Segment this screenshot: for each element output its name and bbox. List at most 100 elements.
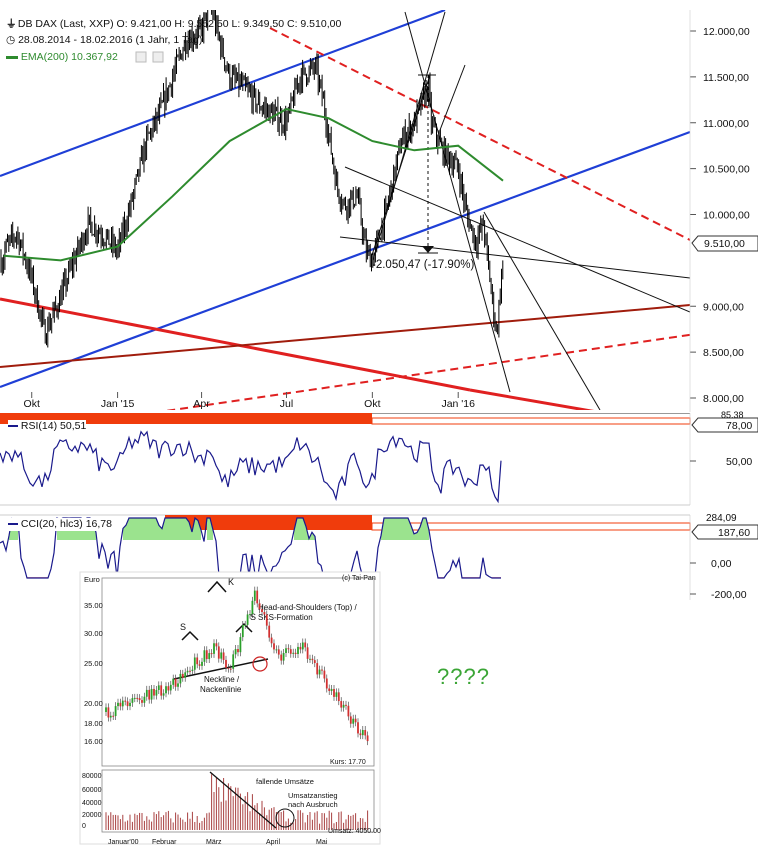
inset-candle-body <box>321 669 323 671</box>
inset-candle-body <box>313 660 316 664</box>
inset-candle-body <box>337 692 340 702</box>
inset-candle-body <box>253 590 256 601</box>
rsi-swatch <box>8 425 18 428</box>
cci-positive-fill <box>396 518 399 540</box>
cci-positive-fill <box>207 518 210 540</box>
inset-candle-body <box>215 643 218 647</box>
inset-candle-body <box>109 715 112 718</box>
inset-candle-body <box>105 707 107 712</box>
cci-positive-fill <box>129 518 132 540</box>
cci-positive-fill <box>303 518 306 540</box>
inset-candle-body <box>150 688 153 700</box>
inset-candle-body <box>112 715 115 717</box>
y-tick-label: 9.000,00 <box>703 301 744 313</box>
y-tick-label: 10.000,00 <box>703 210 750 222</box>
cci-positive-fill <box>150 518 153 540</box>
current-price-badge: 9.510,00 <box>691 235 758 252</box>
inset-candle-body <box>191 669 194 671</box>
inset-candle-body <box>205 650 208 660</box>
inset-shoulder-label-right: S <box>250 612 256 622</box>
inset-candle-body <box>234 649 237 655</box>
inset-candle-body <box>306 647 309 659</box>
cci-legend[interactable]: CCI(20, hlc3) 16,78 <box>8 518 112 531</box>
inset-candle-body <box>148 689 151 700</box>
cci-positive-fill <box>174 518 177 540</box>
inset-ytick: 35.00 <box>84 601 103 610</box>
inset-candle-body <box>244 624 247 626</box>
inset-candle-body <box>124 700 127 702</box>
inset-candle-body <box>208 653 211 660</box>
y-tick-label: 10.500,00 <box>703 164 750 176</box>
inset-candle-body <box>229 668 232 670</box>
inset-kurs-label: Kurs: 17.70 <box>330 759 366 766</box>
inset-candle-body <box>299 646 302 650</box>
inset-candle-body <box>217 646 220 659</box>
inset-candles <box>105 586 369 746</box>
inset-candle-body <box>117 702 119 707</box>
cci-positive-fill <box>210 518 213 540</box>
inset-hs-figure: Euro (c) Tai-Pan 35.00 30.00 25.00 20.00 18.00… <box>79 571 381 846</box>
inset-candle-body <box>316 663 319 675</box>
inset-breakout-circle <box>252 656 268 672</box>
cci-positive-fill <box>195 518 198 540</box>
inset-candle-body <box>333 688 335 697</box>
red-resistance-line-ext <box>469 388 595 410</box>
cci-positive-fill <box>147 518 150 540</box>
rsi-axis-label: 50,00 <box>726 456 752 468</box>
lower-blue-channel-line <box>0 130 690 389</box>
inset-candle-body <box>179 673 182 684</box>
inset-candle-body <box>172 678 175 685</box>
measure-annotation: -2.050,47 (-17.90%) <box>372 259 474 271</box>
cci-positive-fill <box>138 518 141 540</box>
inset-volume-bars <box>105 774 369 830</box>
inset-neckline-label-de: Nackenlinie <box>200 685 242 694</box>
inset-candle-body <box>301 642 304 650</box>
cci-positive-fill <box>168 518 171 540</box>
rsi-value-badge: 78,00 <box>691 417 758 433</box>
inset-candle-body <box>210 653 213 655</box>
inset-candle-body <box>184 672 187 678</box>
inset-candle-body <box>246 614 249 625</box>
rsi-overbought-band-empty <box>371 417 691 425</box>
inset-candle-body <box>354 718 357 723</box>
rsi-legend[interactable]: RSI(14) 50,51 <box>8 420 87 433</box>
rsi-legend-value: 50,51 <box>60 420 87 432</box>
inset-candle-body <box>162 693 165 696</box>
cci-positive-fill <box>156 518 159 540</box>
red-resistance-line <box>0 297 471 392</box>
ema-legend[interactable]: EMA(200) 10.367,92 <box>6 51 118 64</box>
cci-positive-fill <box>393 518 396 540</box>
x-tick-label: Okt <box>24 398 40 410</box>
cci-positive-fill <box>162 518 165 540</box>
inset-neckline <box>173 658 269 680</box>
header-line1: ⏚ DB DAX (Last, XXP) O: 9.421,00 H: 9.55… <box>6 18 341 31</box>
inset-candle-body <box>261 609 263 613</box>
inset-candle-body <box>167 686 170 691</box>
cci-positive-fill <box>390 518 393 540</box>
x-tick-label: Jul <box>280 398 293 410</box>
ema-legend-name: EMA(200) <box>20 51 69 63</box>
inset-candle-body <box>155 690 158 696</box>
inset-umsatz-label: Umsatz: 4050.00 <box>328 828 381 835</box>
rsi-badge-shape <box>691 417 758 433</box>
cci-positive-fill <box>144 518 147 540</box>
cci-positive-fill <box>384 518 387 540</box>
inset-candle-body <box>203 650 206 662</box>
inset-candle-body <box>311 658 314 661</box>
inset-month-label: Februar <box>152 839 177 846</box>
y-tick-label: 11.000,00 <box>703 118 749 130</box>
inset-candle-body <box>193 657 196 670</box>
cci-positive-fill <box>186 518 189 540</box>
inset-neckline-label: Neckline / <box>204 675 240 684</box>
inset-candle-body <box>277 649 280 655</box>
red-dashed-downtrend <box>269 27 690 241</box>
clock-icon: ◷ <box>6 34 16 46</box>
cci-badge-shape <box>691 524 758 540</box>
rsi-line <box>0 430 502 504</box>
inset-candle-body <box>133 697 136 699</box>
inset-candle-body <box>145 689 148 697</box>
inset-shoulder-label-left: S <box>180 622 186 632</box>
